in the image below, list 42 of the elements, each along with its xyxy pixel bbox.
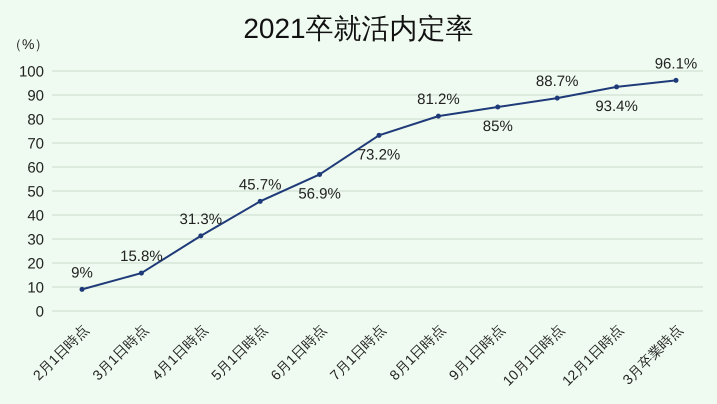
chart-title: 2021卒就活内定率	[243, 13, 474, 44]
data-label: 96.1%	[654, 55, 698, 72]
y-tick-label: 0	[36, 303, 44, 320]
x-tick-label: 3月1日時点	[89, 321, 152, 384]
point	[614, 84, 620, 90]
y-tick-label: 20	[27, 255, 44, 272]
data-label: 88.7%	[536, 73, 578, 90]
point	[317, 172, 322, 177]
x-tick-label: 8月1日時点	[386, 321, 448, 384]
x-tick-label: 5月1日時点	[208, 321, 270, 384]
y-tick-label: 100	[18, 63, 44, 80]
y-tick-label: 70	[27, 135, 44, 152]
y-tick-label: 90	[27, 87, 44, 104]
data-label: 81.2%	[417, 91, 460, 108]
y-tick-label: 40	[27, 207, 44, 224]
data-label: 73.2%	[358, 146, 400, 164]
point	[198, 233, 204, 238]
point	[674, 78, 678, 83]
x-tick-label: 6月1日時点	[267, 321, 330, 384]
data-label: 15.8%	[120, 248, 163, 266]
y-tick-label: 50	[27, 183, 44, 200]
point	[258, 198, 263, 204]
x-tick-label: 7月1日時点	[326, 321, 389, 384]
y-axis-title: （%）	[8, 36, 48, 54]
data-label: 56.9%	[298, 185, 341, 202]
point	[80, 286, 84, 292]
x-tick-label: 4月1日時点	[148, 321, 210, 384]
data-label: 85%	[482, 118, 513, 135]
y-tick-label: 10	[27, 279, 44, 296]
y-tick-label: 30	[27, 231, 44, 248]
point	[554, 96, 560, 101]
data-label: 31.3%	[180, 210, 222, 228]
data-label: 45.7%	[238, 176, 282, 194]
point	[495, 104, 500, 110]
y-tick-label: 60	[27, 159, 44, 176]
point	[376, 132, 382, 138]
point	[436, 114, 441, 119]
point	[138, 270, 144, 276]
x-tick-label: 2月1日時点	[30, 321, 92, 384]
data-label: 9%	[71, 264, 93, 282]
y-tick-label: 80	[27, 111, 44, 128]
data-label: 93.4%	[595, 98, 638, 115]
